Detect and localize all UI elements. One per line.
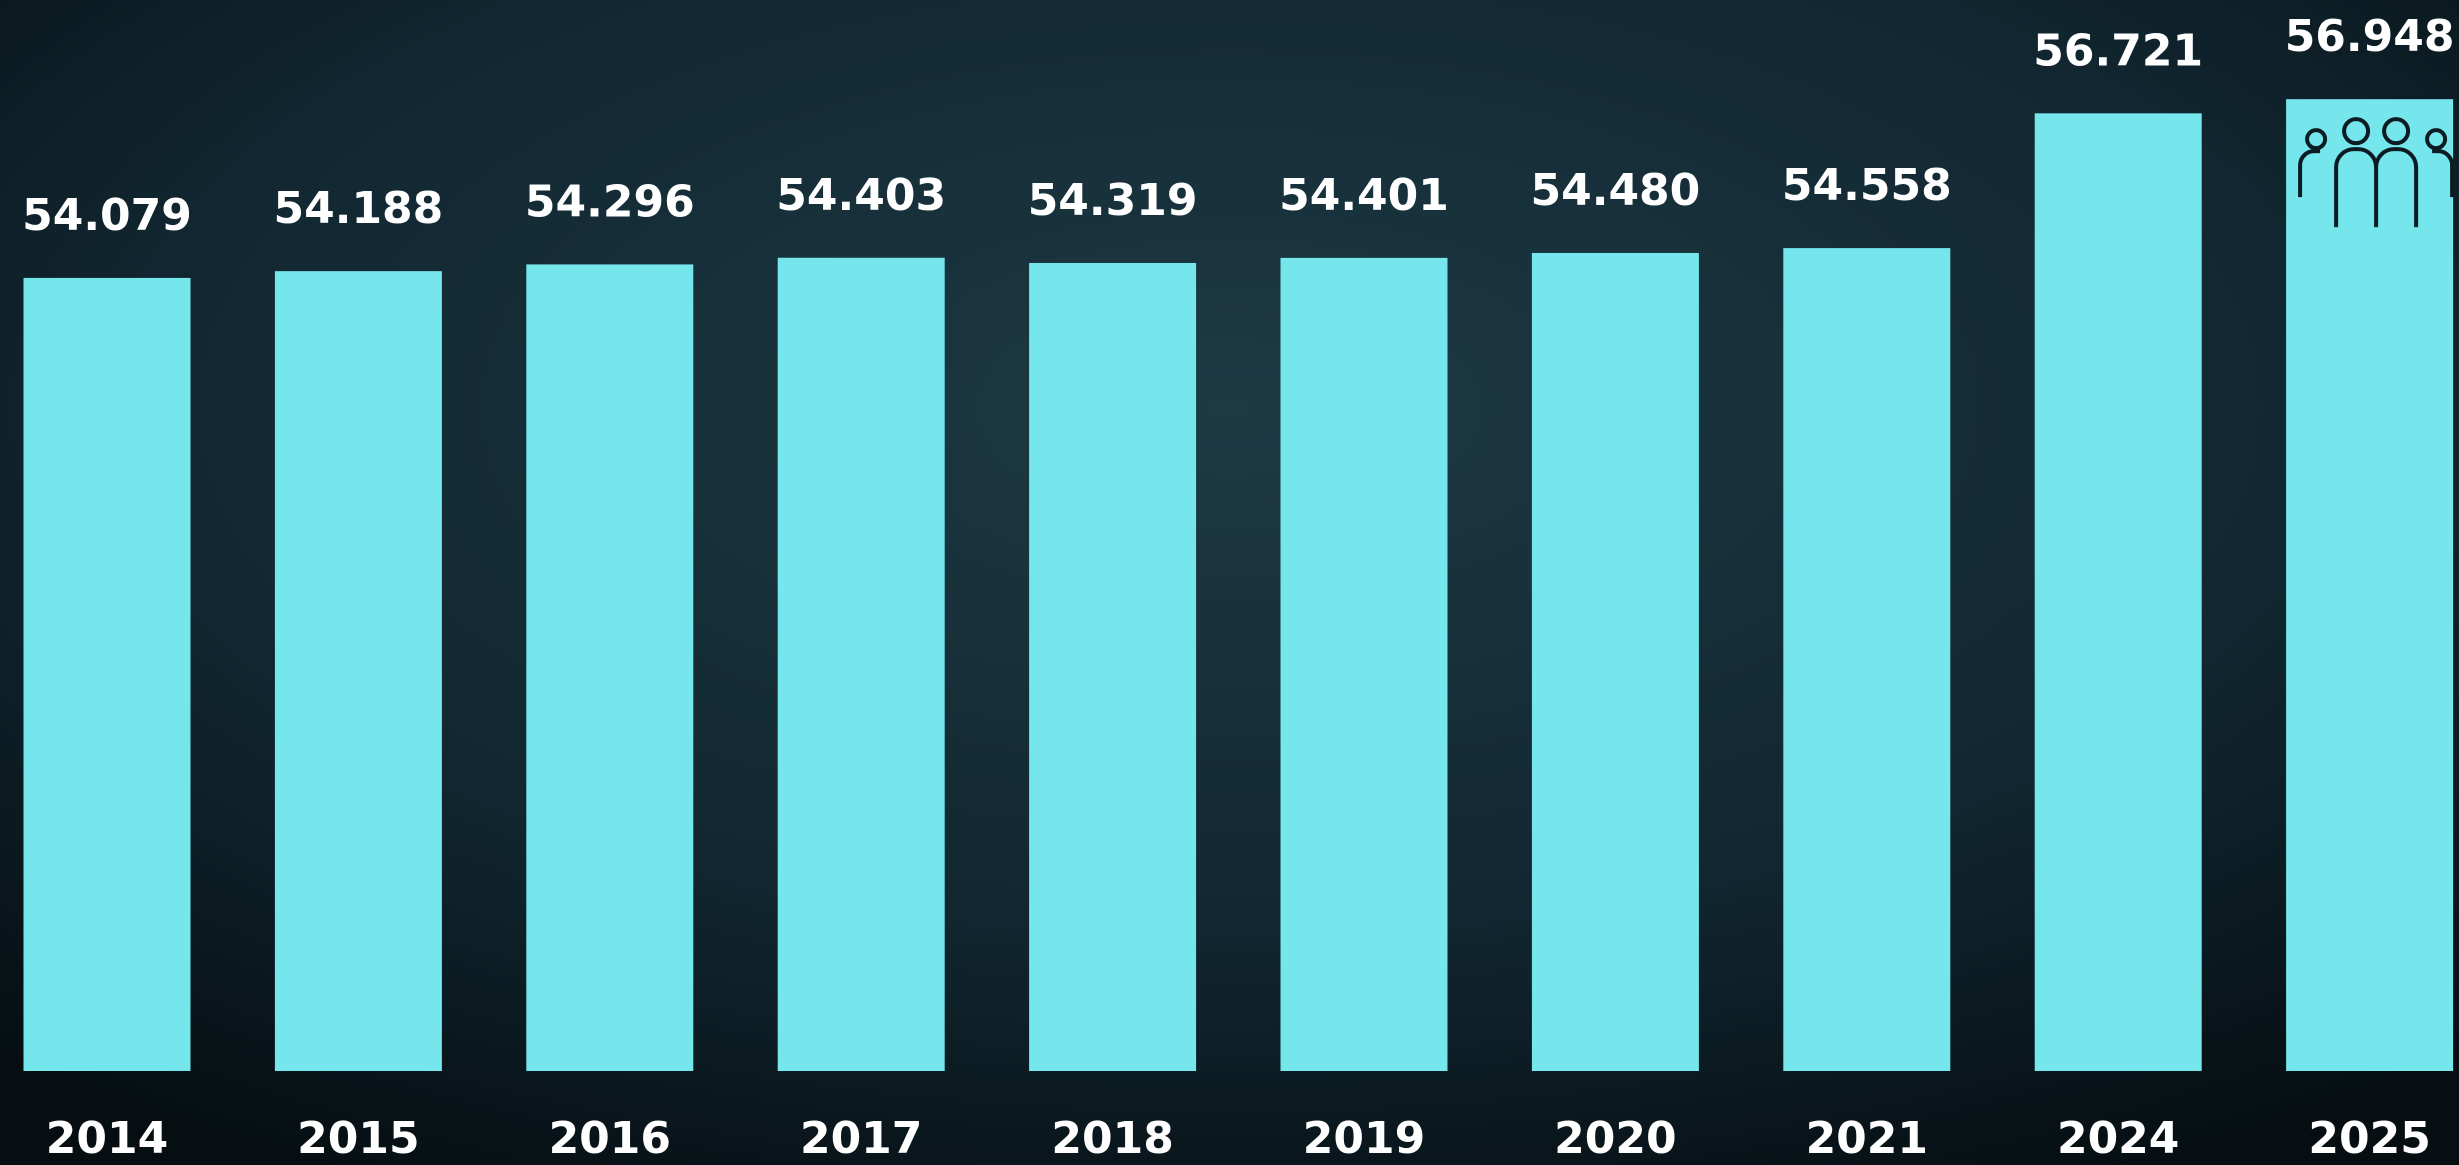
- icon-body: [2298, 147, 2455, 228]
- bar: [777, 257, 945, 1072]
- bar: [23, 277, 191, 1071]
- icon-head: [2425, 128, 2448, 151]
- people-icon: [2298, 117, 2455, 228]
- x-tick-label: 2018: [1051, 1113, 1173, 1164]
- bar: [1280, 257, 1448, 1071]
- bar: [1029, 262, 1197, 1071]
- x-tick-label: 2019: [1303, 1113, 1425, 1164]
- x-tick-label: 2025: [2308, 1113, 2430, 1164]
- icon-head: [2305, 128, 2328, 151]
- value-label: 56.948: [2285, 11, 2455, 62]
- value-label: 54.480: [1531, 165, 1701, 216]
- x-tick-label: 2017: [800, 1113, 922, 1164]
- x-tick-label: 2016: [549, 1113, 671, 1164]
- x-tick-label: 2024: [2057, 1113, 2179, 1164]
- value-label: 54.188: [274, 183, 444, 234]
- bar: [526, 264, 694, 1071]
- bar: [2286, 99, 2454, 1071]
- value-label: 54.079: [22, 190, 192, 241]
- icon-head: [2382, 117, 2411, 146]
- value-label: 56.721: [2033, 25, 2203, 76]
- icon-head: [2342, 117, 2371, 146]
- bar: [1783, 248, 1951, 1071]
- x-tick-label: 2020: [1554, 1113, 1676, 1164]
- value-label: 54.296: [525, 176, 695, 227]
- x-tick-label: 2015: [297, 1113, 419, 1164]
- bar: [2034, 113, 2202, 1071]
- bar: [274, 271, 442, 1072]
- bar: [1531, 252, 1699, 1071]
- value-label: 54.558: [1782, 160, 1952, 211]
- x-tick-label: 2021: [1806, 1113, 1928, 1164]
- x-tick-label: 2014: [46, 1113, 168, 1164]
- value-label: 54.401: [1279, 170, 1449, 221]
- value-label: 54.403: [776, 170, 946, 221]
- value-label: 54.319: [1028, 175, 1198, 226]
